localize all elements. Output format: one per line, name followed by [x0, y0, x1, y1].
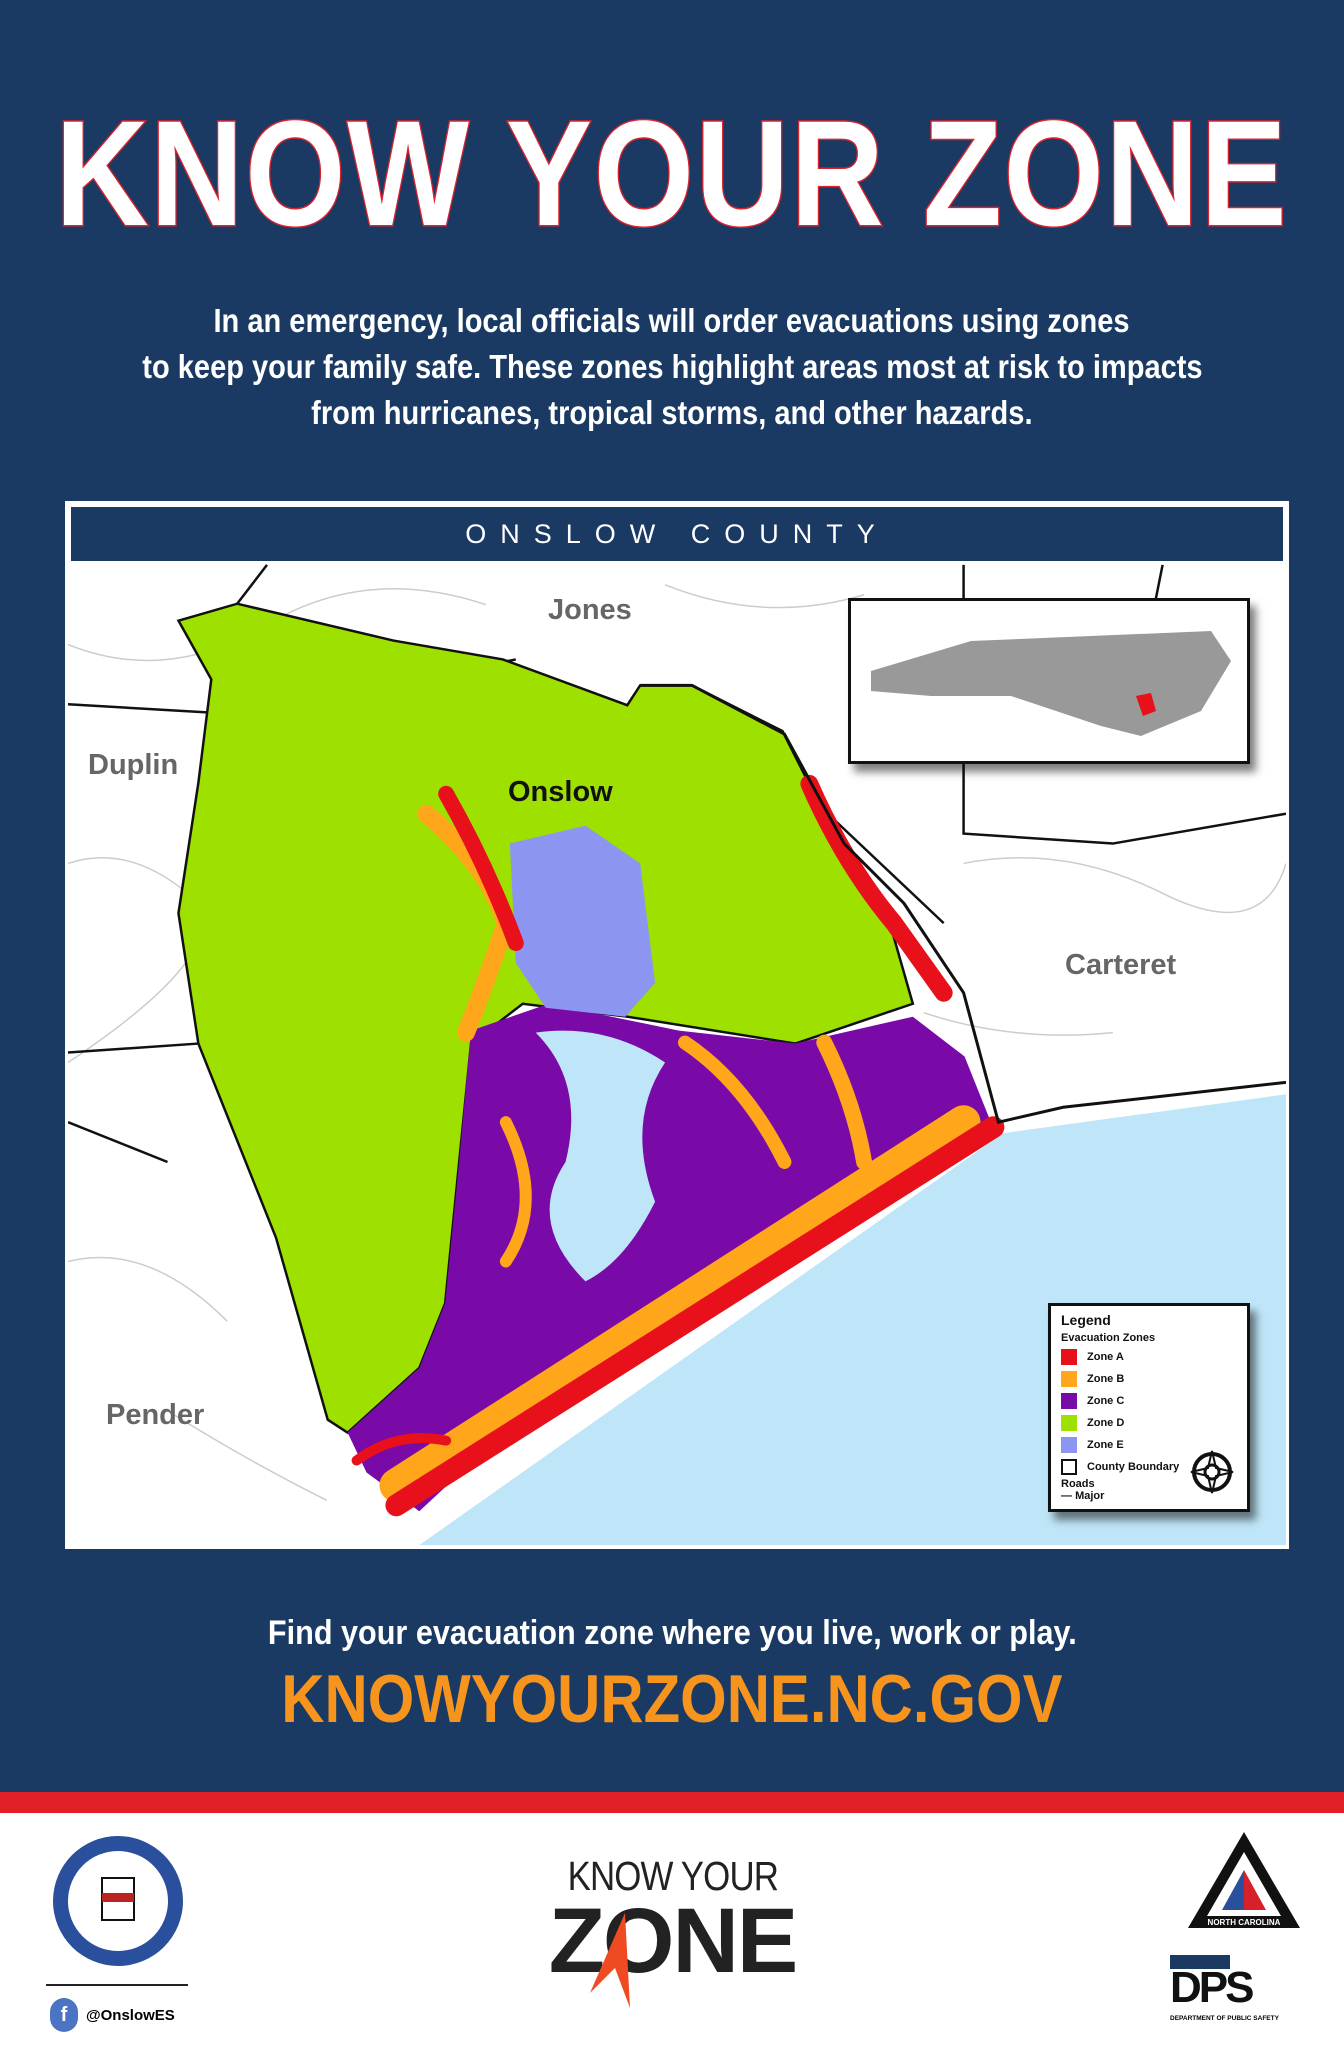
county-label-carteret: Carteret: [1065, 949, 1177, 981]
map-canvas: Jones Duplin Onslow Carteret Pender Lege…: [67, 564, 1287, 1546]
legend-boundary: County Boundary: [1061, 1456, 1237, 1478]
facebook-handle: @OnslowES: [86, 2006, 175, 2024]
legend-zone-e: Zone E: [1061, 1434, 1237, 1456]
onslow-county-seal: [53, 1836, 183, 1966]
legend-zone-c: Zone C: [1061, 1390, 1237, 1412]
river: [535, 1030, 666, 1282]
map-header: ONSLOW COUNTY: [68, 504, 1286, 564]
county-label-pender: Pender: [106, 1399, 205, 1431]
county-boundary: [640, 683, 1287, 1124]
legend-title: Legend: [1061, 1312, 1111, 1328]
legend-major-road: — Major: [1061, 1490, 1105, 1502]
cta-text: Find your evacuation zone where you live…: [267, 1614, 1077, 1652]
page-title: KNOW YOUR ZONE: [54, 88, 1289, 259]
intro-line: In an emergency, local officials will or…: [213, 302, 1131, 339]
svg-text:NORTH CAROLINA: NORTH CAROLINA: [1208, 1918, 1281, 1927]
legend-zone-a: Zone A: [1061, 1346, 1237, 1368]
nc-emergency-management-logo: NORTH CAROLINA: [1188, 1832, 1300, 1928]
logo-line2: ZONE: [548, 1890, 799, 1992]
know-your-zone-logo: KNOW YOUR ZONE: [520, 1853, 825, 2008]
legend-zone-b: Zone B: [1061, 1368, 1237, 1390]
nc-inset-map: [848, 598, 1250, 764]
page-title-wrap: KNOW YOUR ZONE: [0, 88, 1344, 259]
county-label-onslow: Onslow: [508, 776, 613, 808]
nc-dps-logo: DPS DEPARTMENT OF PUBLIC SAFETY: [1170, 1955, 1300, 2025]
red-divider: [0, 1792, 1344, 1813]
facebook-link[interactable]: f @OnslowES: [50, 1998, 175, 2032]
logo-line1: KNOW YOUR: [567, 1853, 778, 1899]
website-link[interactable]: KNOWYOURZONE.NC.GOV: [281, 1661, 1063, 1737]
county-label-jones: Jones: [548, 594, 632, 626]
zone-e: [509, 825, 656, 1017]
facebook-icon: f: [50, 1998, 78, 2032]
website-link-wrap: KNOWYOURZONE.NC.GOV: [0, 1660, 1344, 1738]
legend-roads: Roads: [1061, 1478, 1095, 1490]
zone-a-areas: [351, 774, 1005, 1517]
dps-subtitle: DEPARTMENT OF PUBLIC SAFETY: [1170, 2015, 1279, 2022]
evacuation-map: ONSLOW COUNTY Jones Duplin Onslow Carter…: [65, 501, 1289, 1549]
legend-subtitle: Evacuation Zones: [1061, 1332, 1156, 1344]
intro-line: from hurricanes, tropical storms, and ot…: [311, 394, 1033, 431]
compass-icon: [1190, 1450, 1234, 1494]
cta-text-wrap: Find your evacuation zone where you live…: [0, 1614, 1344, 1653]
intro-line: to keep your family safe. These zones hi…: [141, 348, 1203, 385]
county-label-duplin: Duplin: [88, 749, 179, 781]
arrow-icon: [590, 1913, 630, 2008]
dps-text: DPS: [1170, 1963, 1255, 2012]
map-legend: Legend Evacuation Zones Zone A Zone B Zo…: [1048, 1303, 1250, 1512]
intro-text: In an emergency, local officials will or…: [0, 298, 1344, 436]
legend-zone-d: Zone D: [1061, 1412, 1237, 1434]
footer-divider: [46, 1984, 188, 1986]
